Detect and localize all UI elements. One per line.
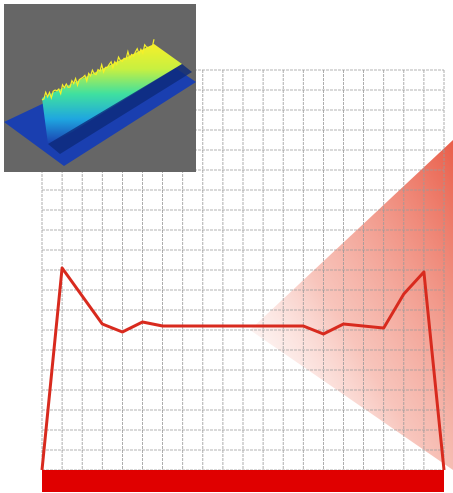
beam-profile-line xyxy=(40,266,446,471)
inset-beam-shadow xyxy=(48,64,192,154)
beam-3d-inset xyxy=(4,4,196,172)
inset-beam-surface xyxy=(42,44,182,144)
base-bar xyxy=(42,470,444,492)
beam-wedge xyxy=(250,140,453,470)
inset-noisy-ridge xyxy=(41,39,155,101)
